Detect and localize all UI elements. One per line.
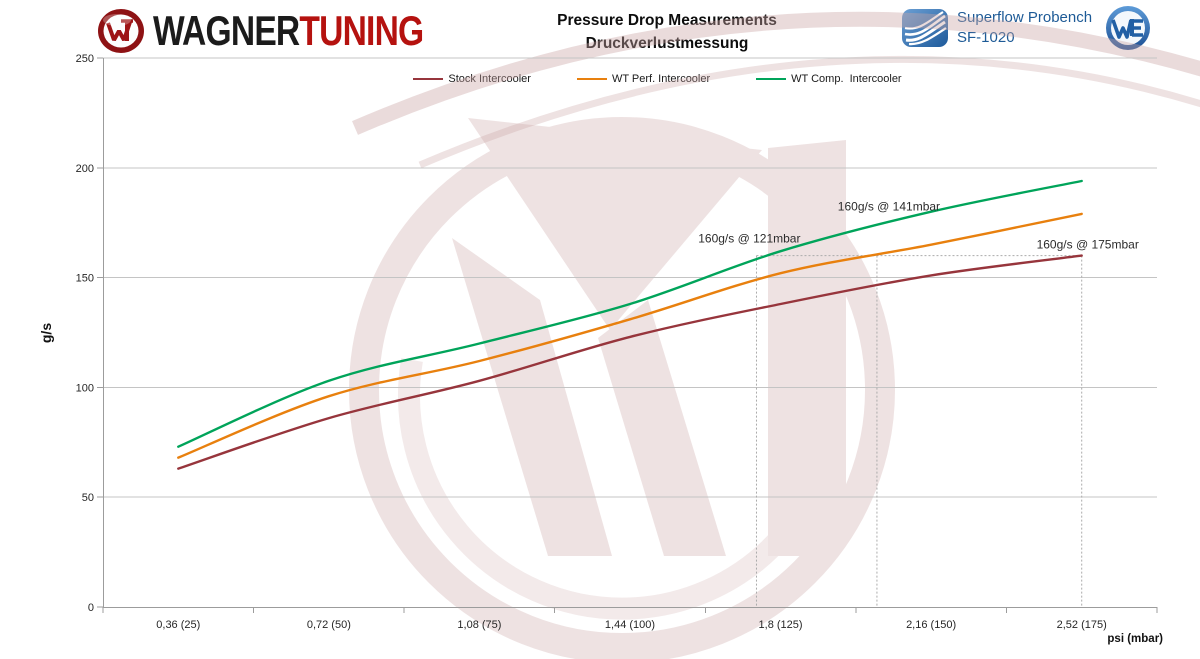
legend-item-label: Stock Intercooler [448, 73, 531, 85]
legend-item: WT Perf. Intercooler [576, 73, 711, 85]
legend-item-label: WT Perf. Intercooler [611, 73, 711, 85]
annotation-label: 160g/s @ 141mbar [838, 200, 940, 214]
annotation-label: 160g/s @ 175mbar [1037, 238, 1139, 252]
legend-line-sample [576, 78, 607, 80]
wagner-tuning-logo: WAGNERTUNING [96, 6, 491, 56]
legend-line-sample [756, 78, 787, 80]
brand-word-tuning: TUNING [299, 7, 424, 54]
y-tick-label: 250 [76, 53, 94, 65]
superflow-icon [902, 9, 948, 47]
superflow-probench-logo: Superflow Probench SF-1020 [901, 7, 1092, 49]
chart-legend: Stock Intercooler WT Perf. Intercooler WT … [103, 73, 1157, 85]
y-tick-label: 150 [76, 273, 94, 285]
y-tick-label: 0 [88, 602, 94, 614]
annotation-dashed-lines [755, 255, 1083, 607]
bench-model: SF-1020 [957, 29, 1015, 46]
legend-item: Stock Intercooler [413, 73, 531, 85]
series-curves [177, 179, 1083, 470]
brand-word-wagner: WAGNER [153, 7, 300, 54]
annotation-labels: 160g/s @ 121mbar 160g/s @ 141mbar 160g/s @… [698, 200, 1139, 252]
chart-title: Pressure Drop Measurements Druckverlustm… [517, 9, 817, 55]
bench-name: Superflow Probench [957, 9, 1093, 26]
series-line-wt-comp-intercooler [177, 179, 1083, 448]
chart-title-line1: Pressure Drop Measurements [557, 12, 777, 29]
legend-item-label: WT Comp. Intercooler [791, 73, 902, 85]
y-axis-title: g/s [38, 323, 54, 343]
x-tick-label: 2,16 (150) [906, 619, 956, 631]
we-monogram-icon [1106, 6, 1150, 50]
x-tick-label: 1,8 (125) [759, 619, 803, 631]
series-line-stock-intercooler [177, 254, 1083, 470]
watermark-wagner-emblem [349, 11, 1200, 659]
x-tick-label: 0,72 (50) [307, 619, 351, 631]
x-tick-label: 1,08 (75) [457, 619, 501, 631]
chart-title-line2: Druckverlustmessung [585, 35, 749, 52]
x-axis-title: psi (mbar) [1107, 633, 1163, 645]
y-tick-label: 50 [82, 492, 94, 504]
series-line-wt-perf-intercooler [177, 212, 1083, 459]
gridlines [103, 57, 1157, 498]
wagner-roundel-icon [98, 9, 144, 53]
y-tick-label: 200 [76, 163, 94, 175]
x-tick-label: 0,36 (25) [156, 619, 200, 631]
x-tick-label: 2,52 (175) [1057, 619, 1107, 631]
x-tick-label: 1,44 (100) [605, 619, 655, 631]
tick-labels: 0 50 100 150 200 250 0,36 (25) 0,72 (50) 1,08 (7… [76, 53, 1107, 631]
legend-line-sample [413, 78, 444, 80]
axes [97, 57, 1158, 613]
y-tick-label: 100 [76, 382, 94, 394]
annotation-label: 160g/s @ 121mbar [698, 232, 800, 246]
legend-item: WT Comp. Intercooler [756, 73, 902, 85]
